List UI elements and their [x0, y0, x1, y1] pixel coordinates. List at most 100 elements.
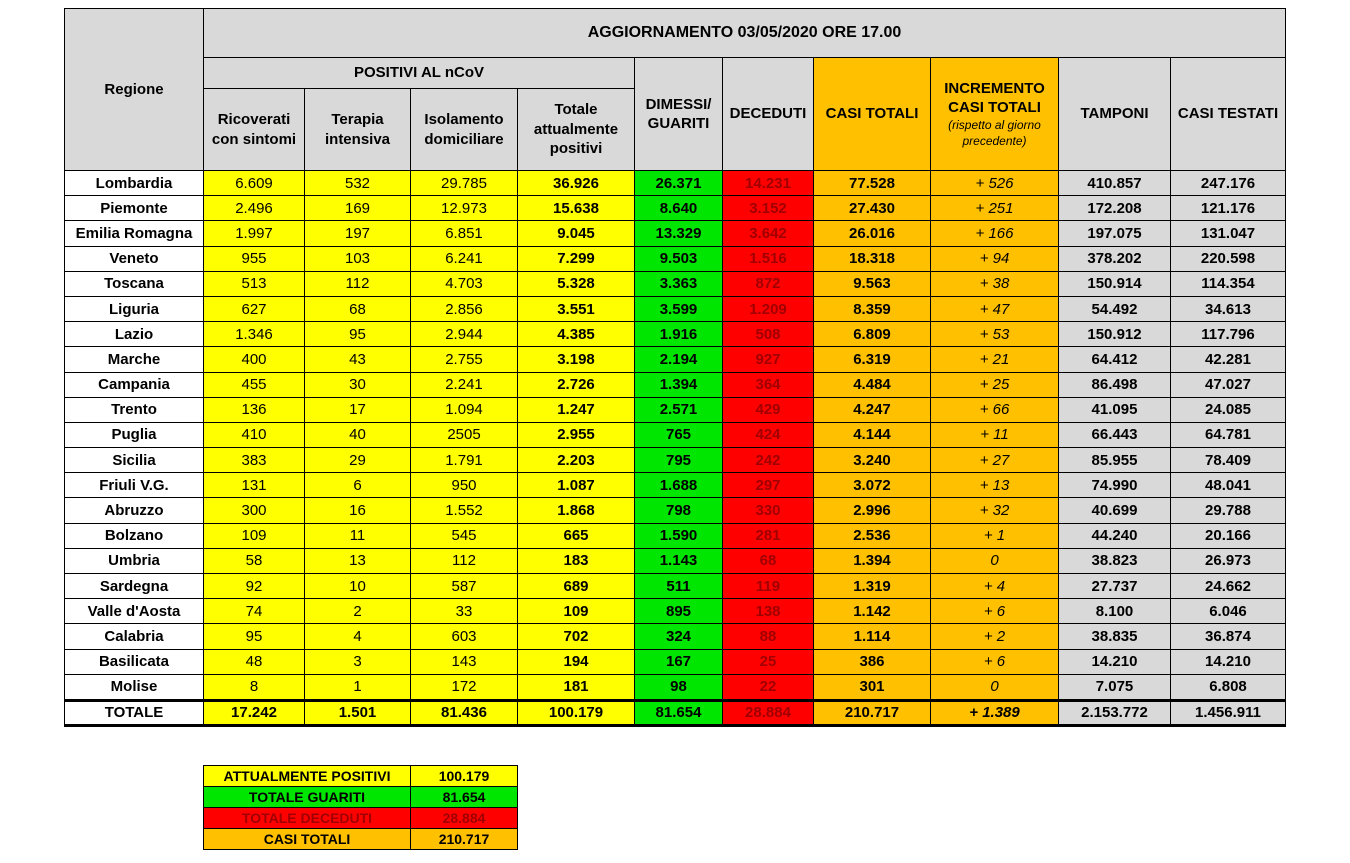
cell-ricoverati: 8: [203, 673, 305, 701]
cell-casi-totali: 26.016: [813, 220, 931, 247]
cell-incremento: + 4: [930, 572, 1059, 600]
cell-totale-positivi: 3.551: [517, 295, 635, 323]
cell-casi-testati: 131.047: [1170, 220, 1286, 247]
cell-deceduti: 28.884: [722, 698, 814, 727]
cell-dimessi: 798: [634, 497, 723, 524]
cell-deceduti: 1.209: [722, 295, 814, 323]
cell-casi-testati: 6.046: [1170, 598, 1286, 625]
cell-deceduti: 281: [722, 522, 814, 549]
cell-terapia: 29: [304, 447, 411, 474]
summary-row: ATTUALMENTE POSITIVI 100.179: [203, 765, 518, 787]
summary-row: TOTALE DECEDUTI 28.884: [203, 807, 518, 829]
cell-ricoverati: 455: [203, 371, 305, 398]
cell-tamponi: 378.202: [1058, 245, 1171, 272]
cell-casi-testati: 247.176: [1170, 169, 1286, 197]
cell-tamponi: 54.492: [1058, 295, 1171, 323]
cell-totale-positivi: 183: [517, 547, 635, 575]
cell-deceduti: 119: [722, 572, 814, 600]
summary-value: 210.717: [410, 828, 518, 850]
cell-regione: Sicilia: [64, 447, 204, 474]
cell-ricoverati: 131: [203, 472, 305, 499]
cell-tamponi: 2.153.772: [1058, 698, 1171, 727]
cell-incremento: + 27: [930, 447, 1059, 474]
cell-terapia: 68: [304, 295, 411, 323]
header-title: AGGIORNAMENTO 03/05/2020 ORE 17.00: [203, 8, 1286, 58]
cell-incremento: + 1.389: [930, 698, 1059, 727]
cell-casi-testati: 6.808: [1170, 673, 1286, 701]
cell-casi-testati: 47.027: [1170, 371, 1286, 398]
cell-totale-positivi: 181: [517, 673, 635, 701]
cell-incremento: + 13: [930, 472, 1059, 499]
table-row: Campania 455 30 2.241 2.726 1.394 364 4.484 + 25…: [64, 371, 1286, 398]
cell-casi-testati: 29.788: [1170, 497, 1286, 524]
table-row: Emilia Romagna 1.997 197 6.851 9.045 13.329 3.…: [64, 220, 1286, 247]
cell-regione: Friuli V.G.: [64, 472, 204, 499]
cell-tamponi: 410.857: [1058, 169, 1171, 197]
cell-casi-totali: 2.996: [813, 497, 931, 524]
cell-dimessi: 3.599: [634, 295, 723, 323]
header-dimessi: DIMESSI/ GUARITI: [634, 57, 723, 171]
cell-regione: Toscana: [64, 270, 204, 297]
cell-ricoverati: 48: [203, 648, 305, 675]
cell-totale-positivi: 194: [517, 648, 635, 675]
cell-casi-totali: 4.247: [813, 396, 931, 423]
cell-regione: Bolzano: [64, 522, 204, 549]
header-incremento-note: (rispetto al giorno precedente): [948, 117, 1041, 148]
cell-totale-positivi: 3.198: [517, 346, 635, 373]
cell-regione: Campania: [64, 371, 204, 398]
cell-casi-testati: 64.781: [1170, 421, 1286, 449]
table-row: Lazio 1.346 95 2.944 4.385 1.916 508 6.809 + 53 1…: [64, 321, 1286, 348]
cell-tamponi: 27.737: [1058, 572, 1171, 600]
cell-totale-positivi: 109: [517, 598, 635, 625]
cell-dimessi: 765: [634, 421, 723, 449]
table-row: Friuli V.G. 131 6 950 1.087 1.688 297 3.072 + 13…: [64, 472, 1286, 499]
cell-regione: Umbria: [64, 547, 204, 575]
cell-casi-totali: 1.114: [813, 623, 931, 650]
cell-ricoverati: 383: [203, 447, 305, 474]
summary-label: TOTALE GUARITI: [203, 786, 411, 808]
summary-value: 100.179: [410, 765, 518, 787]
cell-deceduti: 297: [722, 472, 814, 499]
cell-tamponi: 197.075: [1058, 220, 1171, 247]
cell-deceduti: 88: [722, 623, 814, 650]
cell-terapia: 11: [304, 522, 411, 549]
header-incremento: INCREMENTO CASI TOTALI (rispetto al giorn…: [930, 57, 1059, 171]
cell-casi-testati: 36.874: [1170, 623, 1286, 650]
cell-deceduti: 429: [722, 396, 814, 423]
cell-deceduti: 242: [722, 447, 814, 474]
cell-deceduti: 927: [722, 346, 814, 373]
cell-terapia: 103: [304, 245, 411, 272]
table-row: Valle d'Aosta 74 2 33 109 895 138 1.142 + 6 8.100…: [64, 598, 1286, 625]
cell-terapia: 197: [304, 220, 411, 247]
cell-incremento: 0: [930, 673, 1059, 701]
cell-isolamento: 2.856: [410, 295, 518, 323]
table-row: Sardegna 92 10 587 689 511 119 1.319 + 4 27.737 24…: [64, 572, 1286, 600]
cell-incremento: + 21: [930, 346, 1059, 373]
cell-isolamento: 545: [410, 522, 518, 549]
header-deceduti: DECEDUTI: [722, 57, 814, 171]
cell-terapia: 112: [304, 270, 411, 297]
cell-terapia: 16: [304, 497, 411, 524]
cell-dimessi: 9.503: [634, 245, 723, 272]
cell-terapia: 17: [304, 396, 411, 423]
cell-terapia: 95: [304, 321, 411, 348]
cell-casi-testati: 114.354: [1170, 270, 1286, 297]
cell-isolamento: 950: [410, 472, 518, 499]
header-totale-positivi: Totale attualmente positivi: [517, 88, 635, 171]
cell-tamponi: 40.699: [1058, 497, 1171, 524]
cell-tamponi: 41.095: [1058, 396, 1171, 423]
cell-ricoverati: 95: [203, 623, 305, 650]
totale-row: TOTALE 17.242 1.501 81.436 100.179 81.654 28.8…: [64, 698, 1286, 727]
cell-casi-testati: 34.613: [1170, 295, 1286, 323]
cell-deceduti: 25: [722, 648, 814, 675]
cell-deceduti: 68: [722, 547, 814, 575]
cell-deceduti: 508: [722, 321, 814, 348]
cell-deceduti: 1.516: [722, 245, 814, 272]
cell-deceduti: 14.231: [722, 169, 814, 197]
cell-incremento: + 38: [930, 270, 1059, 297]
cell-incremento: + 94: [930, 245, 1059, 272]
cell-deceduti: 22: [722, 673, 814, 701]
cell-dimessi: 167: [634, 648, 723, 675]
cell-casi-testati: 24.662: [1170, 572, 1286, 600]
cell-incremento: + 526: [930, 169, 1059, 197]
